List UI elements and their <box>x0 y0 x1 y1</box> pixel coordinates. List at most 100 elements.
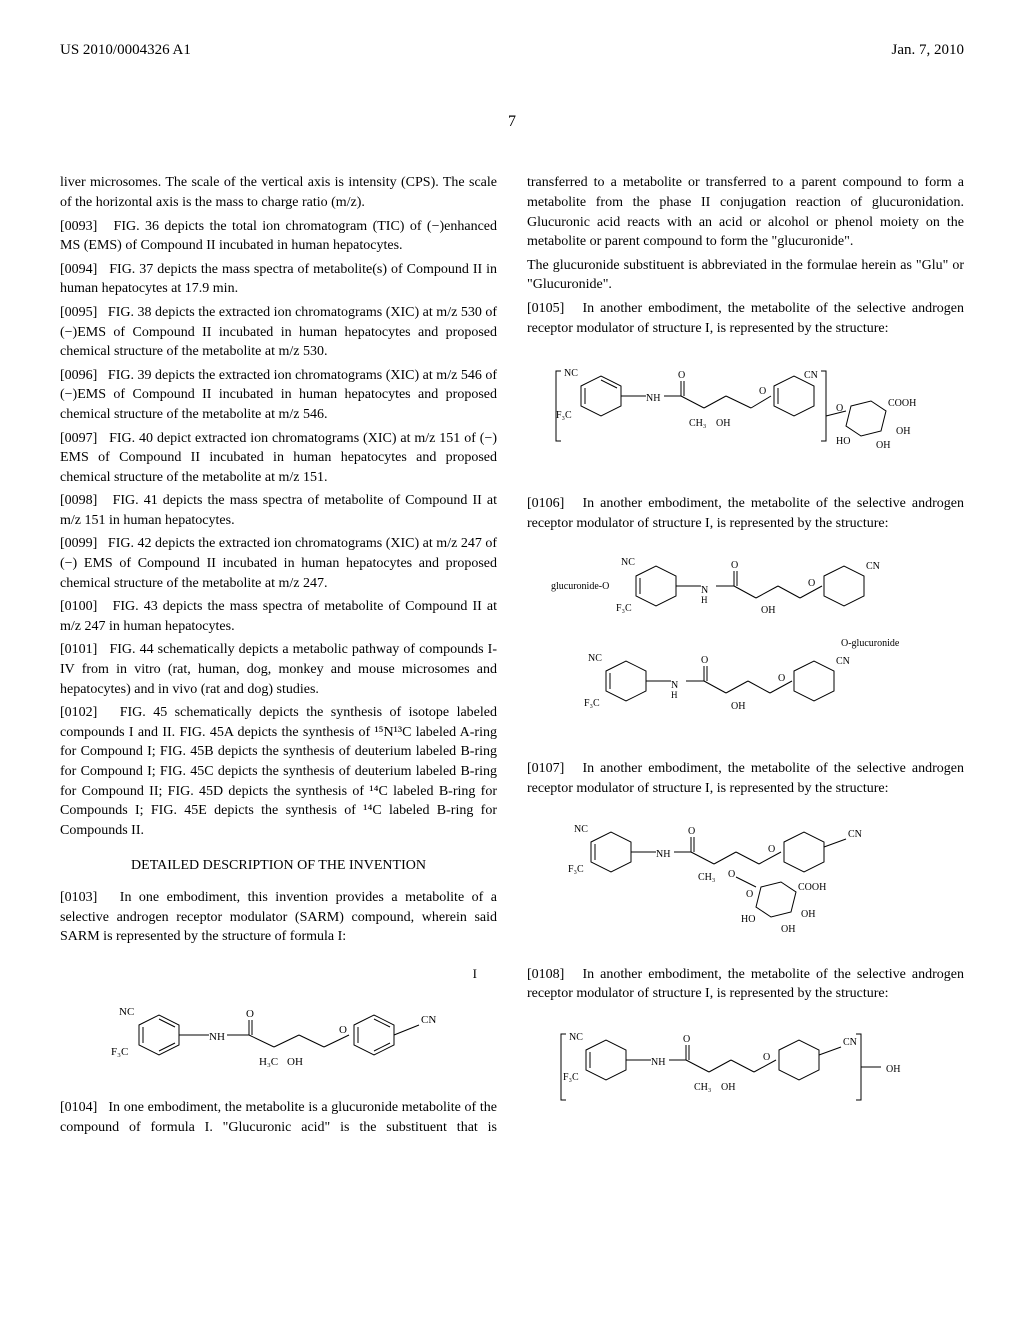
svg-text:OH: OH <box>761 605 775 616</box>
paragraph: [0103] In one embodiment, this invention… <box>60 888 497 947</box>
paragraph-number: [0106] <box>527 496 564 511</box>
paragraph: [0106] In another embodiment, the metabo… <box>527 494 964 533</box>
svg-text:NC: NC <box>119 1006 134 1018</box>
svg-text:O-glucuronide: O-glucuronide <box>841 638 900 649</box>
section-heading: DETAILED DESCRIPTION OF THE INVENTION <box>60 856 497 876</box>
svg-text:O: O <box>731 560 738 571</box>
svg-text:O: O <box>246 1008 254 1020</box>
svg-text:O: O <box>778 673 785 684</box>
paragraph: liver microsomes. The scale of the verti… <box>60 173 497 212</box>
svg-text:NC: NC <box>588 653 602 664</box>
paragraph-text: FIG. 43 depicts the mass spectra of meta… <box>60 599 497 634</box>
svg-text:OH: OH <box>716 418 730 429</box>
chem-diagram-icon: NC F₃C NH O H₃C OH O CN <box>99 995 459 1080</box>
svg-text:O: O <box>763 1052 770 1063</box>
document-header: US 2010/0004326 A1 Jan. 7, 2010 <box>60 40 964 61</box>
svg-text:OH: OH <box>801 909 815 920</box>
paragraph-text: liver microsomes. The scale of the verti… <box>60 175 497 210</box>
svg-text:glucuronide-O: glucuronide-O <box>551 581 609 592</box>
paragraph-text: In another embodiment, the metabolite of… <box>527 967 964 1002</box>
svg-text:NH: NH <box>656 849 670 860</box>
svg-text:NH: NH <box>651 1057 665 1068</box>
svg-text:CN: CN <box>836 656 850 667</box>
svg-text:CN: CN <box>421 1014 436 1026</box>
paragraph-number: [0102] <box>60 705 97 720</box>
paragraph-number: [0095] <box>60 305 97 320</box>
svg-text:O: O <box>701 655 708 666</box>
svg-text:F₃C: F₃C <box>584 698 600 709</box>
paragraph-text: FIG. 45 schematically depicts the synthe… <box>60 705 497 838</box>
svg-text:OH: OH <box>731 701 745 712</box>
paragraph-text: FIG. 39 depicts the extracted ion chroma… <box>60 368 497 422</box>
svg-text:CH₃: CH₃ <box>689 418 706 429</box>
paragraph-number: [0107] <box>527 761 564 776</box>
paragraph-text: In another embodiment, the metabolite of… <box>527 496 964 531</box>
svg-text:NC: NC <box>569 1032 583 1043</box>
paragraph-text: FIG. 42 depicts the extracted ion chroma… <box>60 536 497 590</box>
svg-text:H: H <box>671 690 678 700</box>
svg-text:O: O <box>728 869 735 880</box>
paragraph-number: [0096] <box>60 368 97 383</box>
svg-text:NC: NC <box>564 368 578 379</box>
svg-text:NC: NC <box>621 557 635 568</box>
svg-text:F₃C: F₃C <box>563 1072 579 1083</box>
paragraph-number: [0104] <box>60 1100 97 1115</box>
paragraph: [0095] FIG. 38 depicts the extracted ion… <box>60 303 497 362</box>
chem-diagram-icon: NC F₃C NH O CH₃ OH O CN O COOH HO OH OH <box>546 356 946 476</box>
paragraph-number: [0103] <box>60 890 97 905</box>
svg-text:NH: NH <box>646 393 660 404</box>
paragraph-text: FIG. 40 depict extracted ion chromatogra… <box>60 431 497 485</box>
paragraph: [0094] FIG. 37 depicts the mass spectra … <box>60 260 497 299</box>
paragraph-number: [0108] <box>527 967 564 982</box>
svg-text:O: O <box>768 844 775 855</box>
svg-text:OH: OH <box>721 1082 735 1093</box>
chemical-structure-5: NC F₃C NH O CH₃ OH O CN OH <box>527 1022 964 1112</box>
paragraph: [0108] In another embodiment, the metabo… <box>527 965 964 1004</box>
paragraph: [0093] FIG. 36 depicts the total ion chr… <box>60 217 497 256</box>
paragraph-number: [0105] <box>527 301 564 316</box>
paragraph: [0101] FIG. 44 schematically depicts a m… <box>60 640 497 699</box>
svg-text:CH₃: CH₃ <box>698 872 715 883</box>
paragraph-text: In another embodiment, the metabolite of… <box>527 301 964 336</box>
svg-text:CH₃: CH₃ <box>694 1082 711 1093</box>
svg-text:HO: HO <box>741 914 755 925</box>
chemical-structure-2: NC F₃C NH O CH₃ OH O CN O COOH HO OH OH <box>527 356 964 476</box>
paragraph-text: FIG. 41 depicts the mass spectra of meta… <box>60 493 497 528</box>
paragraph: [0098] FIG. 41 depicts the mass spectra … <box>60 491 497 530</box>
paragraph-number: [0099] <box>60 536 97 551</box>
paragraph: The glucuronide substituent is abbreviat… <box>527 256 964 295</box>
paragraph: [0105] In another embodiment, the metabo… <box>527 299 964 338</box>
svg-text:OH: OH <box>876 440 890 451</box>
svg-text:O: O <box>339 1024 347 1036</box>
paragraph-number: [0101] <box>60 642 97 657</box>
svg-text:O: O <box>746 889 753 900</box>
chemical-structure-3: NC glucuronide-O F₃C N H O OH O CN O-glu… <box>527 551 964 741</box>
paragraph-number: [0094] <box>60 262 97 277</box>
page-number: 7 <box>60 111 964 133</box>
svg-text:COOH: COOH <box>888 398 916 409</box>
patent-date: Jan. 7, 2010 <box>892 40 965 61</box>
svg-text:CN: CN <box>866 561 880 572</box>
chem-diagram-icon: NC glucuronide-O F₃C N H O OH O CN O-glu… <box>546 551 946 741</box>
svg-text:O: O <box>808 578 815 589</box>
svg-text:F₃C: F₃C <box>111 1046 128 1058</box>
svg-text:HO: HO <box>836 436 850 447</box>
svg-text:F₃C: F₃C <box>616 603 632 614</box>
paragraph: [0107] In another embodiment, the metabo… <box>527 759 964 798</box>
paragraph-text: FIG. 36 depicts the total ion chromatogr… <box>60 219 497 254</box>
paragraph-text: FIG. 38 depicts the extracted ion chroma… <box>60 305 497 359</box>
svg-text:OH: OH <box>886 1064 900 1075</box>
svg-text:CN: CN <box>804 370 818 381</box>
paragraph-number: [0093] <box>60 219 97 234</box>
paragraph-number: [0097] <box>60 431 97 446</box>
svg-text:OH: OH <box>287 1056 303 1068</box>
svg-text:O: O <box>683 1034 690 1045</box>
chemical-structure-1: I <box>60 965 497 1080</box>
svg-text:OH: OH <box>781 924 795 935</box>
svg-text:CN: CN <box>843 1037 857 1048</box>
structure-label: I <box>60 965 477 983</box>
svg-text:NC: NC <box>574 824 588 835</box>
svg-text:O: O <box>759 386 766 397</box>
svg-text:F₃C: F₃C <box>556 410 572 421</box>
svg-text:O: O <box>836 403 843 414</box>
